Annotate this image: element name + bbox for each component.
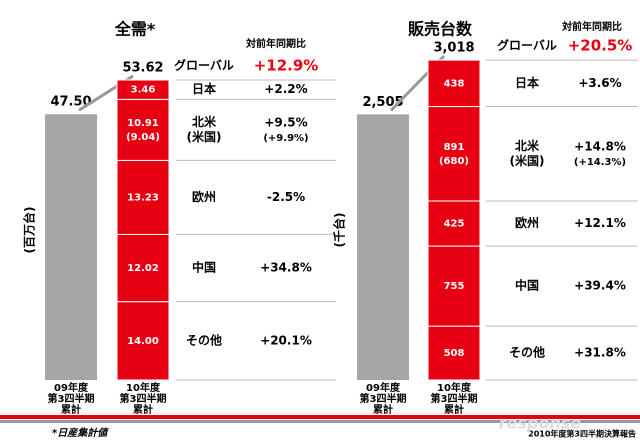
region: その他 [186,332,222,347]
segment-label: 438 [444,78,465,89]
region: (米国) [510,153,545,168]
y-axis-label: (千台) [332,213,347,248]
bar [357,114,409,380]
global-region: グローバル [497,38,557,53]
region: 中国 [515,278,539,293]
bar [45,114,97,380]
table-header: 対前年同期比 [245,37,306,50]
region: 中国 [192,260,216,275]
category-label: 09年度 [54,381,89,394]
region: その他 [509,345,545,360]
category-label: 10年度 [126,381,161,394]
segment-sub-label: (9.04) [126,132,160,143]
global-change: +20.5% [568,37,633,55]
total-label: 53.62 [122,61,163,76]
change: +2.2% [264,82,307,96]
category-label: 累計 [133,403,153,416]
region: 北米 [192,114,217,129]
segment-label: 425 [444,219,465,230]
category-label: 第3四半期 [360,392,407,405]
segment [116,233,170,303]
source: 2010年度第3四半期決算報告 [528,429,636,439]
sub-change: (+9.9%) [263,133,308,144]
total-label: 3,018 [433,41,474,56]
change: +20.1% [260,333,312,347]
region: 欧州 [515,215,539,230]
region: 北米 [515,138,540,153]
segment [427,106,481,202]
segment [116,301,170,381]
footer-stripe [0,420,640,423]
global-region: グローバル [174,58,234,73]
segment [116,79,170,100]
category-label: 09年度 [366,381,401,394]
change: +31.8% [574,346,626,360]
chart-title: 全需* [114,20,156,39]
change: +14.8% [574,139,626,153]
change: -2.5% [267,190,305,204]
segment-sub-label: (680) [439,156,469,167]
watermark: response [499,414,582,433]
category-label: 累計 [373,403,393,416]
change: +34.8% [260,261,312,275]
segment-label: 14.00 [127,336,159,347]
segment [116,98,170,161]
segment [427,59,481,108]
category-label: 第3四半期 [120,392,167,405]
global-change: +12.9% [254,57,319,75]
total-label: 47.50 [50,95,91,110]
segment-label: 13.23 [127,192,159,203]
category-label: 第3四半期 [431,392,478,405]
category-label: 10年度 [437,381,472,394]
category-label: 累計 [444,403,464,416]
change: +12.1% [574,216,626,230]
segment-label: 755 [444,281,465,292]
region: 日本 [192,81,216,96]
segment-label: 12.02 [127,263,159,274]
change: +3.6% [578,76,621,90]
segment-label: 891 [444,142,465,153]
change: +39.4% [574,279,626,293]
segment [116,159,170,235]
region: 欧州 [192,189,216,204]
footnote: *日産集計値 [52,427,109,439]
segment-label: 508 [444,348,465,359]
chart-title: 販売台数 [408,20,473,39]
segment-label: 10.91 [127,118,159,129]
table-header: 対前年同期比 [561,20,622,33]
region: (米国) [187,129,222,144]
category-label: 累計 [61,403,81,416]
category-label: 第3四半期 [48,392,95,405]
change: +9.5% [264,115,307,129]
y-axis-label: (百万台) [22,207,37,254]
sub-change: (+14.3%) [574,157,626,168]
segment-label: 3.46 [131,85,156,96]
segment [427,325,481,381]
footer-stripe [0,415,640,419]
region: 日本 [515,75,539,90]
